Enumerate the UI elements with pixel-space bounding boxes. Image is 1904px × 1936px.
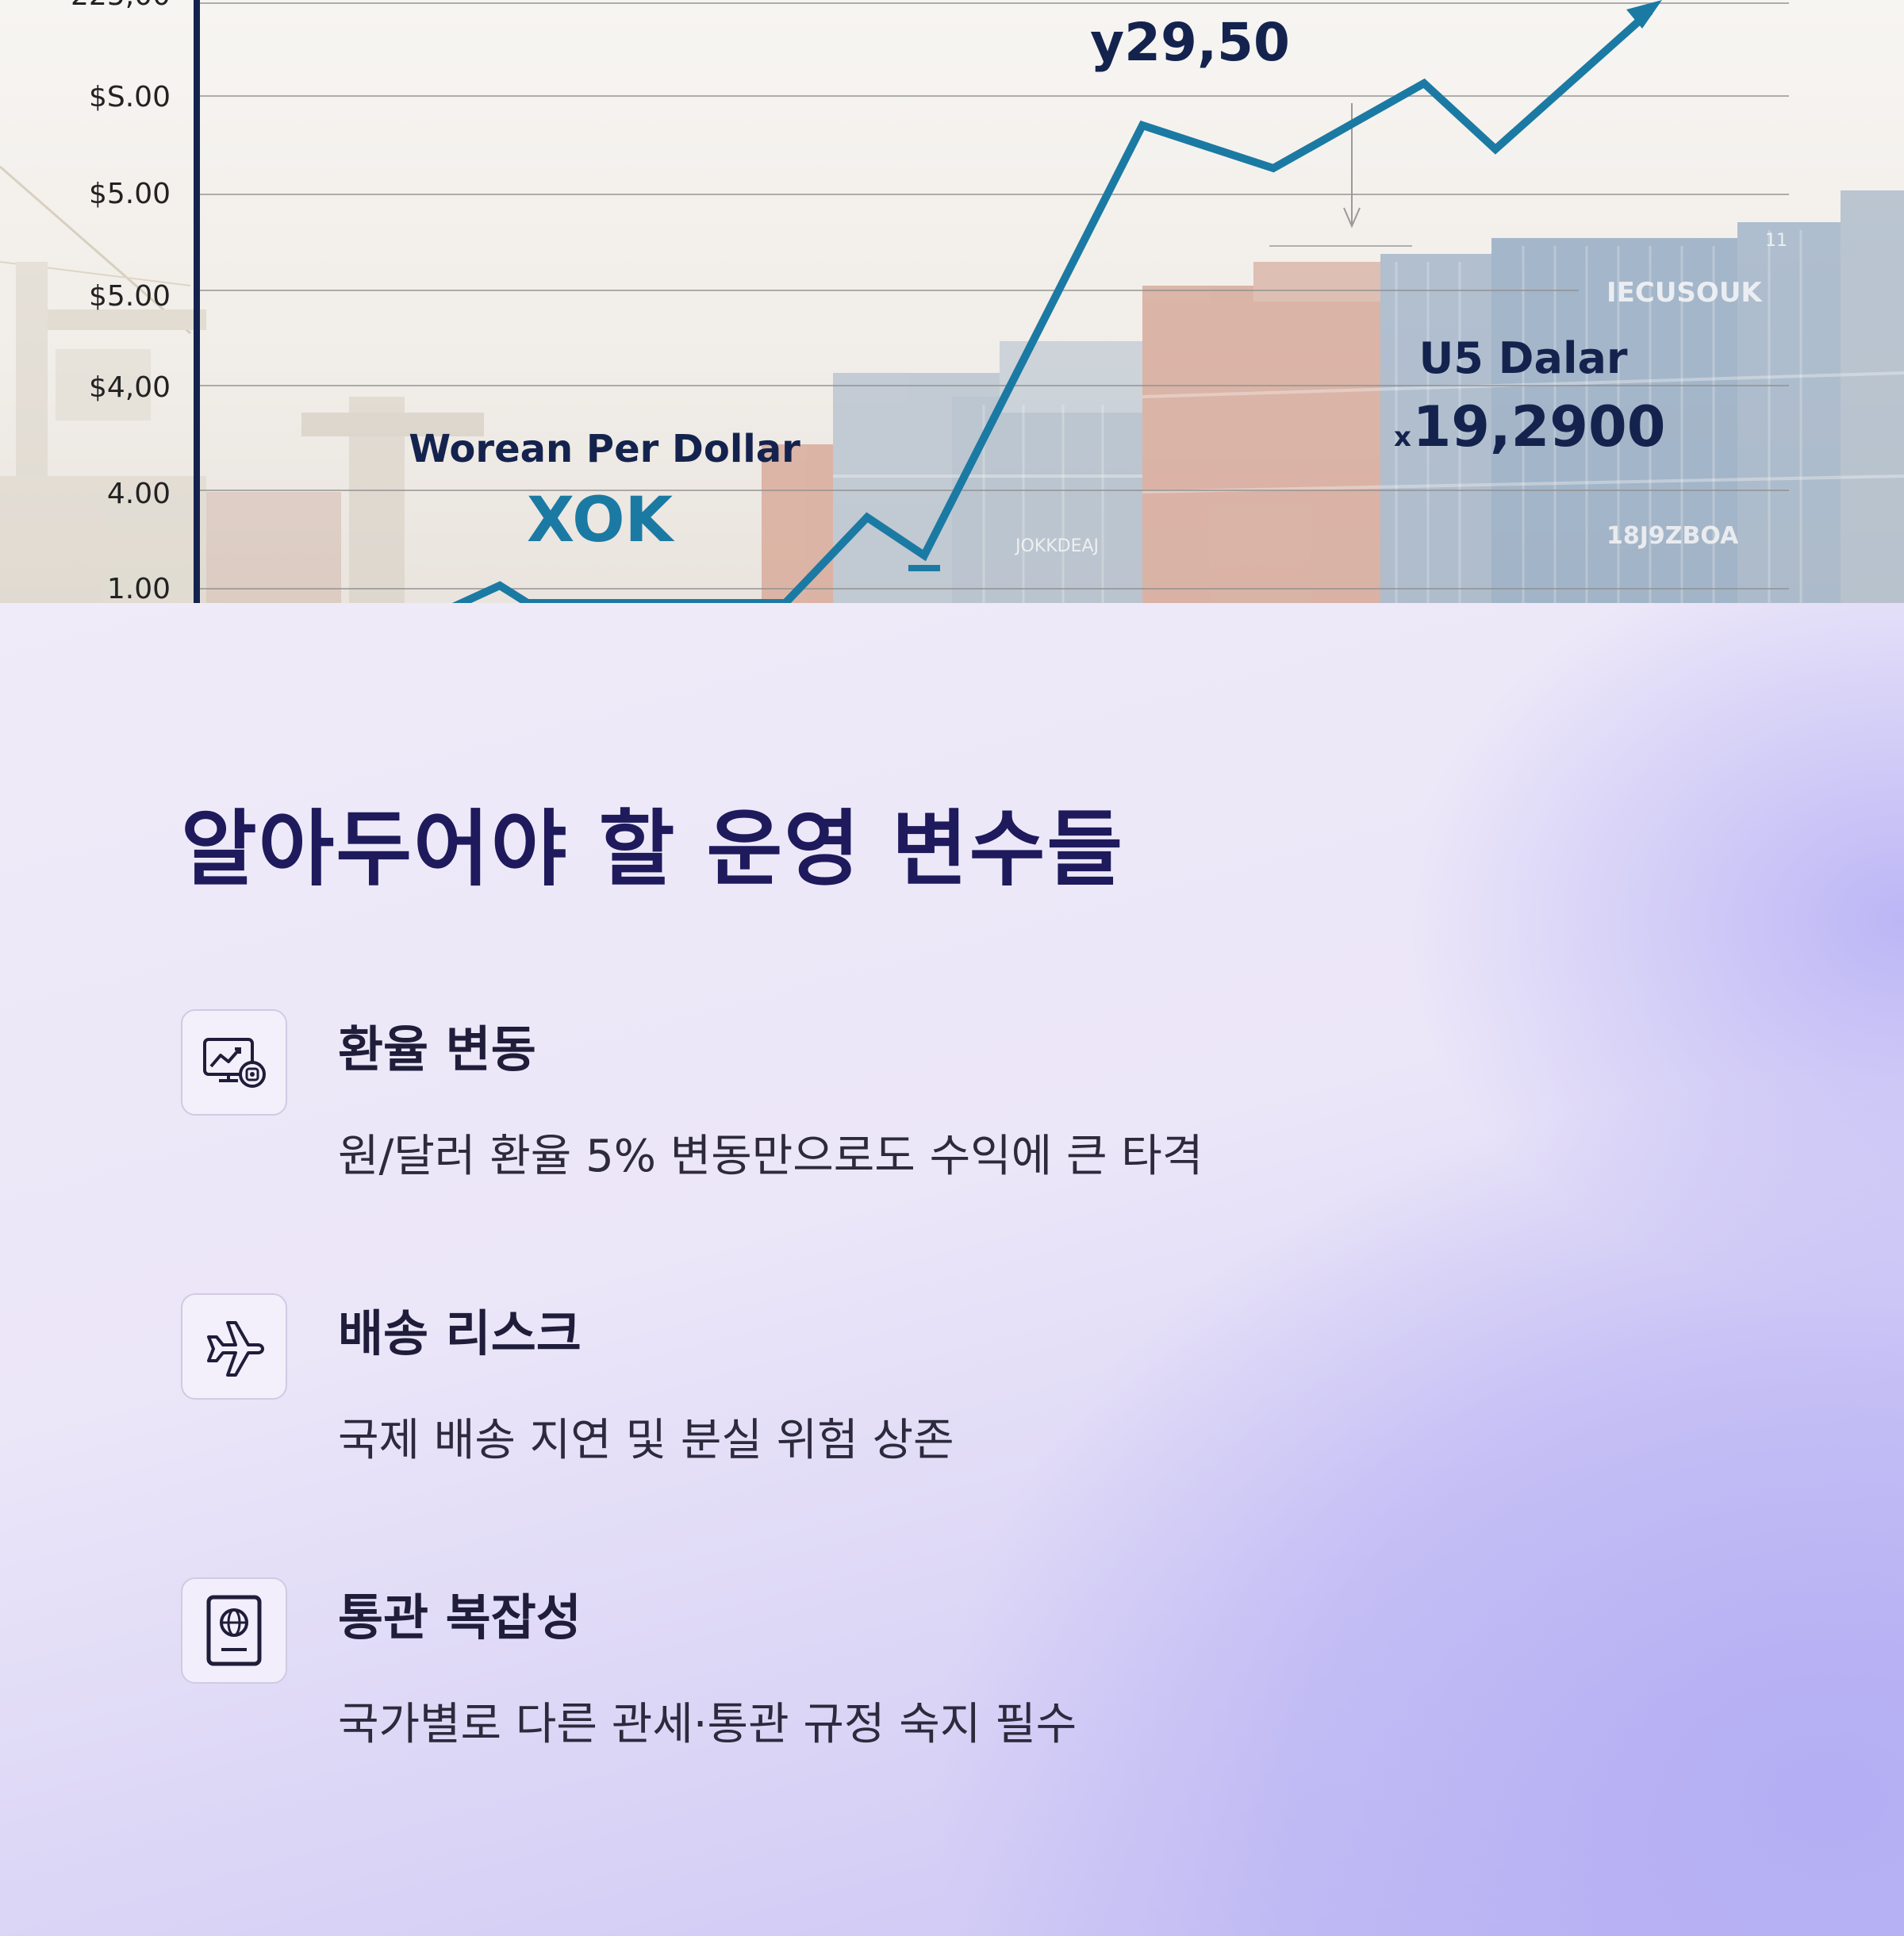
series-code-label: XOK [527, 485, 675, 556]
item-title: 통관 복잡성 [338, 1588, 582, 1646]
container-label-4: 11 [1765, 231, 1787, 251]
exchange-chart-icon [203, 1038, 266, 1088]
container-label-2: 18J9ZBOA [1606, 522, 1739, 550]
crane-illustration-2 [206, 397, 484, 603]
passport-icon [206, 1595, 262, 1666]
trend-arrow-head [1626, 0, 1662, 29]
item-description: 원/달러 환율 5% 변동만으로도 수익에 큰 타격 [338, 1131, 1203, 1182]
shipping-containers-illustration: IECUSOUK 18J9ZBOA JOKKDEAJ 11 [762, 190, 1904, 603]
exchange-rate-line [451, 8, 1653, 603]
container-label-3: JOKKDEAJ [1014, 536, 1099, 556]
section-title: 알아두어야 할 운영 변수들 [181, 801, 1125, 897]
usd-name-label: U5 Dalar [1418, 333, 1627, 383]
icon-container [181, 1577, 287, 1684]
item-title: 배송 리스크 [338, 1304, 582, 1362]
y-tick-label: $5.00 [89, 280, 171, 313]
faint-annotation [1269, 103, 1412, 247]
y-tick-label: $5.00 [89, 178, 171, 210]
item-description: 국제 배송 지연 및 분실 위험 상존 [338, 1415, 954, 1466]
icon-container [181, 1293, 287, 1400]
item-title: 환율 변동 [338, 1020, 536, 1078]
icon-container [181, 1009, 287, 1116]
y-tick-label: 1.00 [107, 573, 171, 603]
hero-illustration: IECUSOUK 18J9ZBOA JOKKDEAJ 11 225,00 $S.… [0, 0, 1904, 603]
chart-gridlines [197, 2, 1789, 590]
variable-item-customs-complexity: 통관 복잡성 국가별로 다른 관세·통관 규정 숙지 필수 [181, 1577, 1688, 1784]
series-name-label: Worean Per Dollar [409, 427, 800, 471]
container-label-1: IECUSOUK [1606, 277, 1763, 309]
operating-variables-section: 알아두어야 할 운영 변수들 환율 변동 원/달러 환율 5% 변동만으로도 수… [0, 603, 1904, 1936]
y-tick-label: 225,00 [71, 0, 171, 12]
crane-illustration [0, 165, 206, 603]
usd-prefix-label: x [1394, 421, 1411, 453]
item-description: 국가별로 다른 관세·통관 규정 숙지 필수 [338, 1699, 1077, 1750]
variable-item-shipping-risk: 배송 리스크 국제 배송 지연 및 분실 위험 상존 [181, 1293, 1688, 1500]
usd-value-label: 19,2900 [1413, 394, 1666, 459]
y-tick-label: 4.00 [107, 478, 171, 510]
variable-item-exchange-rate: 환율 변동 원/달러 환율 5% 변동만으로도 수익에 큰 타격 [181, 1009, 1688, 1216]
top-value-annotation: y29,50 [1090, 12, 1290, 73]
y-tick-label: $4,00 [89, 371, 171, 404]
hero-chart-image: IECUSOUK 18J9ZBOA JOKKDEAJ 11 225,00 $S.… [0, 0, 1904, 603]
y-tick-label: $S.00 [89, 81, 171, 113]
airplane-icon [207, 1321, 264, 1377]
